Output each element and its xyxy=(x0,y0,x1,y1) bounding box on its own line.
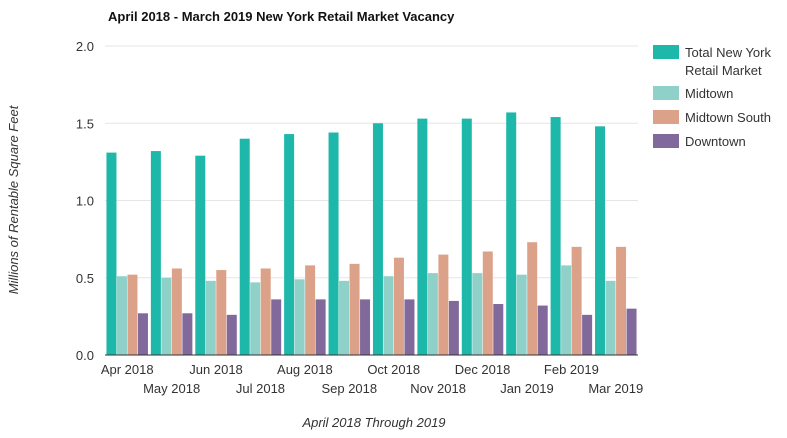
x-tick-label: Aug 2018 xyxy=(277,362,333,377)
legend-label: Retail Market xyxy=(685,63,762,78)
bar xyxy=(205,280,216,355)
legend-swatch xyxy=(653,86,679,100)
bar xyxy=(472,273,483,355)
bar xyxy=(448,300,459,355)
x-tick-label: Jul 2018 xyxy=(236,381,285,396)
y-ticks: 0.0 0.5 1.0 1.5 2.0 xyxy=(76,39,94,363)
bar xyxy=(550,117,561,355)
x-tick-label: Feb 2019 xyxy=(544,362,599,377)
y-tick-label: 0.5 xyxy=(76,271,94,286)
x-tick-label: May 2018 xyxy=(143,381,200,396)
x-ticks: Apr 2018 May 2018 Jun 2018 Jul 2018 Aug 2018… xyxy=(101,362,643,396)
bar xyxy=(315,299,326,355)
bar xyxy=(150,151,161,355)
bar xyxy=(349,263,360,355)
bar xyxy=(328,132,339,355)
bar xyxy=(271,299,282,355)
bar xyxy=(404,299,415,355)
bar xyxy=(506,112,517,355)
bar xyxy=(360,299,371,355)
bar xyxy=(561,265,572,355)
bar xyxy=(461,118,472,356)
bar xyxy=(239,138,250,355)
bar xyxy=(393,257,404,355)
bar xyxy=(516,274,527,355)
bar xyxy=(372,123,383,355)
bar xyxy=(195,155,206,355)
y-tick-label: 1.0 xyxy=(76,194,94,209)
bar xyxy=(493,304,504,355)
bar xyxy=(482,251,493,355)
bar xyxy=(182,313,193,355)
chart-title: April 2018 - March 2019 New York Retail … xyxy=(108,9,455,24)
x-tick-label: Apr 2018 xyxy=(101,362,154,377)
y-tick-label: 0.0 xyxy=(76,348,94,363)
x-tick-label: Jan 2019 xyxy=(500,381,554,396)
y-tick-label: 1.5 xyxy=(76,116,94,131)
bar xyxy=(116,276,127,355)
bar xyxy=(537,305,548,355)
bar xyxy=(417,118,428,356)
legend-label: Midtown South xyxy=(685,110,771,125)
x-tick-label: Sep 2018 xyxy=(321,381,377,396)
bar xyxy=(571,246,582,355)
bar xyxy=(427,273,438,355)
bar xyxy=(305,265,316,355)
bar xyxy=(226,314,237,355)
bar xyxy=(339,280,350,355)
legend-label: Downtown xyxy=(685,134,746,149)
bar xyxy=(250,282,261,355)
bars xyxy=(106,112,637,356)
bar xyxy=(216,270,227,355)
y-axis-label: Millions of Rentable Square Feet xyxy=(6,104,21,294)
bar xyxy=(527,242,538,355)
x-tick-label: Nov 2018 xyxy=(410,381,466,396)
x-tick-label: Jun 2018 xyxy=(189,362,243,377)
bar xyxy=(161,277,172,355)
bar xyxy=(605,280,616,355)
legend: Total New York Retail Market Midtown Midtow… xyxy=(653,45,771,149)
legend-swatch xyxy=(653,134,679,148)
bar xyxy=(294,279,305,355)
bar xyxy=(383,276,394,355)
bar xyxy=(260,268,271,355)
y-tick-label: 2.0 xyxy=(76,39,94,54)
bar xyxy=(438,254,449,355)
gridlines xyxy=(105,45,638,279)
bar xyxy=(137,313,148,355)
legend-label: Midtown xyxy=(685,86,733,101)
bar xyxy=(616,246,627,355)
x-tick-label: Oct 2018 xyxy=(367,362,420,377)
legend-swatch xyxy=(653,45,679,59)
bar xyxy=(106,152,117,355)
bar xyxy=(127,274,138,355)
bar xyxy=(171,268,182,355)
bar xyxy=(626,308,637,355)
bar xyxy=(595,126,606,355)
bar xyxy=(284,134,295,355)
legend-swatch xyxy=(653,110,679,124)
x-tick-label: Mar 2019 xyxy=(588,381,643,396)
legend-label: Total New York xyxy=(685,45,771,60)
x-axis-label: April 2018 Through 2019 xyxy=(301,415,445,430)
x-tick-label: Dec 2018 xyxy=(455,362,511,377)
bar xyxy=(582,314,593,355)
